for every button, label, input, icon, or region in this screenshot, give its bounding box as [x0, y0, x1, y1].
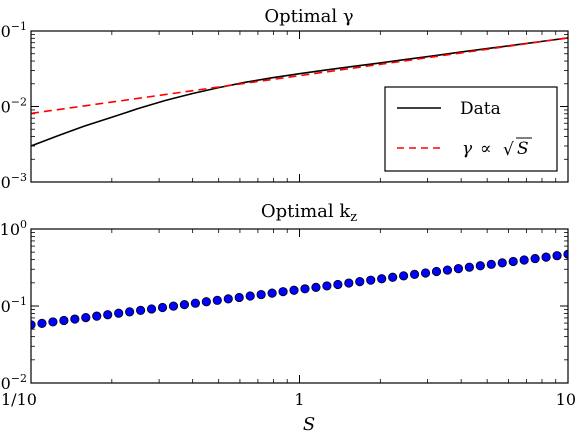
kz-data-point [399, 271, 409, 281]
gamma-y-tick-label: 10−3 [0, 171, 27, 192]
kz-panel-ticks [30, 228, 569, 384]
kz-data-point [234, 292, 244, 303]
kz-data-point [409, 269, 420, 280]
kz-data-point [453, 264, 464, 274]
gamma-panel: Optimal γ 10−3 10−2 10−1 Data γ ∝ √ S [0, 6, 569, 192]
legend-fit-prop: ∝ [480, 139, 492, 159]
kz-data-point [420, 268, 431, 278]
kz-data-point [333, 279, 343, 290]
gamma-plot-area [31, 37, 568, 147]
gamma-y-tick-label: 10−2 [0, 96, 27, 117]
kz-data-point [344, 278, 354, 288]
data-line [31, 37, 568, 147]
kz-data-point [31, 320, 36, 330]
kz-x-tick-label: 1/10 [1, 390, 37, 409]
kz-panel-title: Optimal kz [261, 201, 357, 225]
gamma-panel-frame [30, 30, 569, 183]
kz-y-tick-label: 10−1 [0, 295, 27, 316]
kz-data-point [212, 295, 222, 305]
kz-panel-frame [30, 228, 569, 384]
kz-data-point [168, 301, 179, 311]
kz-data-point [388, 272, 398, 282]
kz-data-point [519, 255, 529, 265]
kz-data-point [431, 266, 442, 277]
kz-data-point [508, 256, 518, 267]
kz-data-point [377, 274, 387, 284]
legend-box [384, 86, 558, 172]
kz-data-point [311, 282, 321, 292]
legend-fit-gamma: γ [462, 139, 473, 159]
kz-data-point [70, 314, 80, 324]
kz-data-point [289, 285, 299, 295]
kz-y-tick-label: 100 [0, 218, 27, 239]
kz-data-point [125, 307, 135, 317]
legend: Data γ ∝ √ S [384, 86, 558, 172]
kz-data-point [103, 310, 113, 320]
kz-data-point [135, 305, 146, 315]
kz-panel-series [31, 249, 568, 330]
kz-data-point [114, 308, 124, 318]
kz-data-point [59, 315, 69, 326]
kz-data-point [486, 259, 496, 269]
kz-data-point [223, 294, 233, 304]
gamma-y-tick-label: 10−1 [0, 20, 27, 41]
legend-data-label: Data [460, 99, 501, 119]
kz-data-point [278, 287, 288, 297]
kz-data-point [300, 284, 310, 294]
kz-data-point [37, 318, 47, 328]
kz-data-point [366, 275, 376, 285]
kz-data-point [201, 297, 211, 307]
kz-plot-area [31, 249, 568, 330]
kz-data-point [497, 258, 507, 268]
kz-panel-x-tick-labels: 1/10 1 10 [1, 390, 576, 409]
kz-data-point [541, 252, 551, 262]
gamma-panel-y-tick-labels: 10−3 10−2 10−1 [0, 20, 27, 192]
kz-data-point [464, 262, 474, 272]
kz-data-point [81, 312, 91, 323]
legend-fit-var: S [517, 139, 529, 159]
kz-data-point [442, 265, 453, 275]
gamma-panel-title: Optimal γ [264, 6, 353, 27]
x-axis-label: S [303, 414, 315, 435]
kz-data-point [92, 311, 102, 321]
kz-data-point [190, 298, 200, 308]
legend-fit-sqrt: √ [503, 140, 514, 160]
legend-fit-label: γ ∝ √ S [462, 137, 532, 160]
kz-data-point [530, 253, 540, 264]
kz-data-point [245, 291, 255, 301]
kz-data-point [267, 288, 277, 298]
kz-data-point [146, 304, 157, 314]
kz-panel: Optimal kz 10−2 10−1 100 1/10 1 10 S [0, 201, 576, 435]
kz-data-point [256, 289, 266, 300]
kz-y-tick-label: 10−2 [0, 372, 27, 393]
kz-data-point [552, 251, 562, 261]
kz-data-point [48, 317, 58, 327]
kz-data-point [475, 261, 485, 271]
kz-data-point [157, 302, 168, 313]
kz-data-point [322, 281, 332, 291]
kz-x-tick-label: 10 [556, 390, 576, 409]
kz-data-point [355, 277, 365, 287]
kz-panel-y-tick-labels: 10−2 10−1 100 [0, 218, 27, 393]
kz-x-tick-label: 1 [294, 390, 304, 409]
gamma-panel-series [31, 37, 568, 147]
kz-data-point [179, 300, 190, 310]
